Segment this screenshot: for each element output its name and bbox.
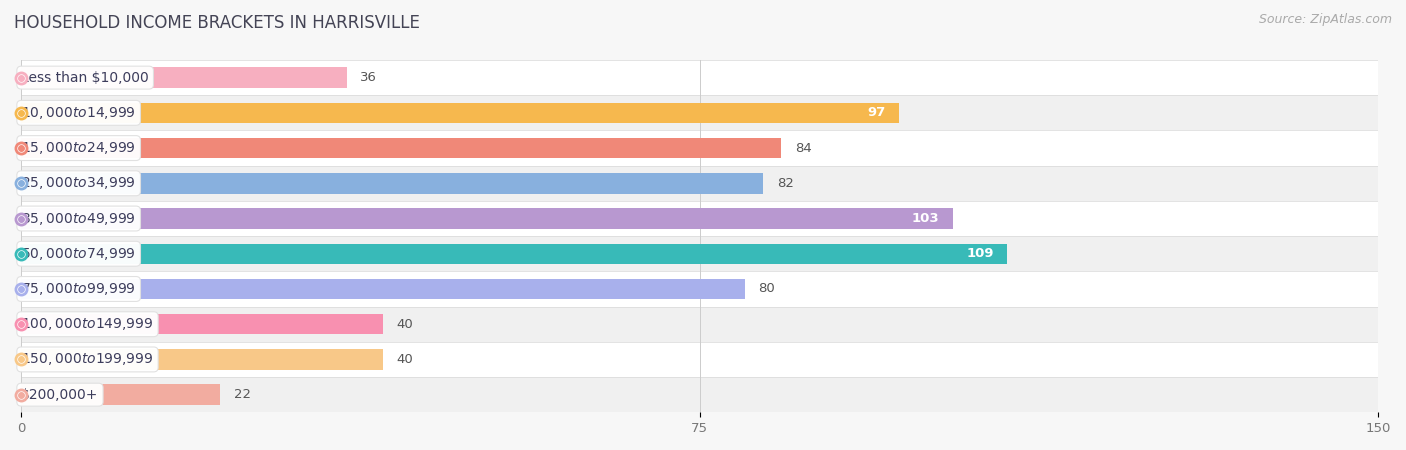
Bar <box>21 306 1378 342</box>
Bar <box>21 279 745 299</box>
Text: 36: 36 <box>360 71 377 84</box>
Text: 109: 109 <box>966 247 994 260</box>
Bar <box>21 95 1378 130</box>
Bar <box>21 68 347 88</box>
Text: $50,000 to $74,999: $50,000 to $74,999 <box>21 246 136 262</box>
Text: 103: 103 <box>912 212 939 225</box>
Text: 97: 97 <box>868 106 886 119</box>
Bar <box>21 103 898 123</box>
Bar <box>21 173 763 194</box>
Text: $150,000 to $199,999: $150,000 to $199,999 <box>21 351 153 368</box>
Text: 22: 22 <box>233 388 250 401</box>
Text: 40: 40 <box>396 318 413 331</box>
Bar <box>21 130 1378 166</box>
Text: 80: 80 <box>759 283 775 296</box>
Text: $35,000 to $49,999: $35,000 to $49,999 <box>21 211 136 226</box>
Bar <box>21 271 1378 306</box>
Text: Less than $10,000: Less than $10,000 <box>21 71 149 85</box>
Bar <box>21 166 1378 201</box>
Bar <box>21 243 1007 264</box>
Bar <box>21 201 1378 236</box>
Text: 40: 40 <box>396 353 413 366</box>
Bar <box>21 342 1378 377</box>
Text: $100,000 to $149,999: $100,000 to $149,999 <box>21 316 153 332</box>
Bar <box>21 349 382 369</box>
Bar <box>21 384 221 405</box>
Bar <box>21 60 1378 95</box>
Bar <box>21 314 382 334</box>
Text: HOUSEHOLD INCOME BRACKETS IN HARRISVILLE: HOUSEHOLD INCOME BRACKETS IN HARRISVILLE <box>14 14 420 32</box>
Text: $200,000+: $200,000+ <box>21 387 98 402</box>
Text: $15,000 to $24,999: $15,000 to $24,999 <box>21 140 136 156</box>
Text: $10,000 to $14,999: $10,000 to $14,999 <box>21 105 136 121</box>
Text: 84: 84 <box>794 142 811 154</box>
Text: 82: 82 <box>776 177 793 190</box>
Text: $75,000 to $99,999: $75,000 to $99,999 <box>21 281 136 297</box>
Bar <box>21 138 782 158</box>
Text: $25,000 to $34,999: $25,000 to $34,999 <box>21 176 136 191</box>
Bar <box>21 377 1378 412</box>
Bar <box>21 236 1378 271</box>
Bar <box>21 208 953 229</box>
Text: Source: ZipAtlas.com: Source: ZipAtlas.com <box>1258 14 1392 27</box>
